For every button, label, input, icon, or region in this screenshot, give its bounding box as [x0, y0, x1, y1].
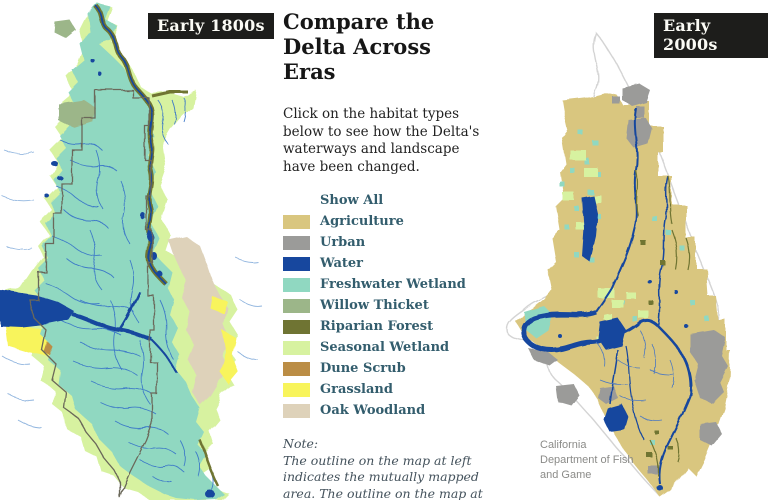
map-note: Note: The outline on the map at left ind… [283, 436, 489, 500]
legend-item-dune-scrub[interactable]: Dune Scrub [283, 358, 489, 379]
agriculture-swatch [283, 214, 310, 229]
map-early-2000s [500, 0, 768, 500]
legend-item-water[interactable]: Water [283, 253, 489, 274]
habitat-legend: Show All Agriculture Urban Water Freshwa… [283, 190, 489, 421]
era-label-early-1800s: Early 1800s [148, 13, 274, 39]
riparian-forest-swatch [283, 319, 310, 334]
historical-delta-map [0, 2, 263, 500]
legend-item-oak-woodland[interactable]: Oak Woodland [283, 400, 489, 421]
era-label-early-2000s: Early 2000s [654, 13, 768, 58]
legend-item-willow-thicket[interactable]: Willow Thicket [283, 295, 489, 316]
oak-woodland-swatch [283, 403, 310, 418]
dune-scrub-swatch [283, 361, 310, 376]
note-body: The outline on the map at left indicates… [283, 452, 483, 500]
legend-item-show-all[interactable]: Show All [283, 190, 489, 211]
intro-text: Click on the habitat types below to see … [283, 106, 480, 175]
legend-item-riparian-forest[interactable]: Riparian Forest [283, 316, 489, 337]
legend-item-freshwater-wetland[interactable]: Freshwater Wetland [283, 274, 489, 295]
legend-item-agriculture[interactable]: Agriculture [283, 211, 489, 232]
legend-item-seasonal-wetland[interactable]: Seasonal Wetland [283, 337, 489, 358]
urban-swatch [283, 235, 310, 250]
map-early-1800s [0, 0, 270, 500]
legend-item-grassland[interactable]: Grassland [283, 379, 489, 400]
data-attribution: California Department of Fish and Game [540, 439, 634, 481]
control-panel: Compare the Delta Across Eras Click on t… [283, 9, 489, 500]
legend-item-urban[interactable]: Urban [283, 232, 489, 253]
freshwater-wetland-swatch [283, 277, 310, 292]
note-heading: Note: [283, 436, 319, 452]
modern-delta-map [506, 31, 730, 498]
page-title: Compare the Delta Across Eras [283, 9, 435, 84]
show-all-label: Show All [320, 193, 384, 209]
water-swatch [283, 256, 310, 271]
willow-thicket-swatch [283, 298, 310, 313]
seasonal-wetland-swatch [283, 340, 310, 355]
grassland-swatch [283, 382, 310, 397]
